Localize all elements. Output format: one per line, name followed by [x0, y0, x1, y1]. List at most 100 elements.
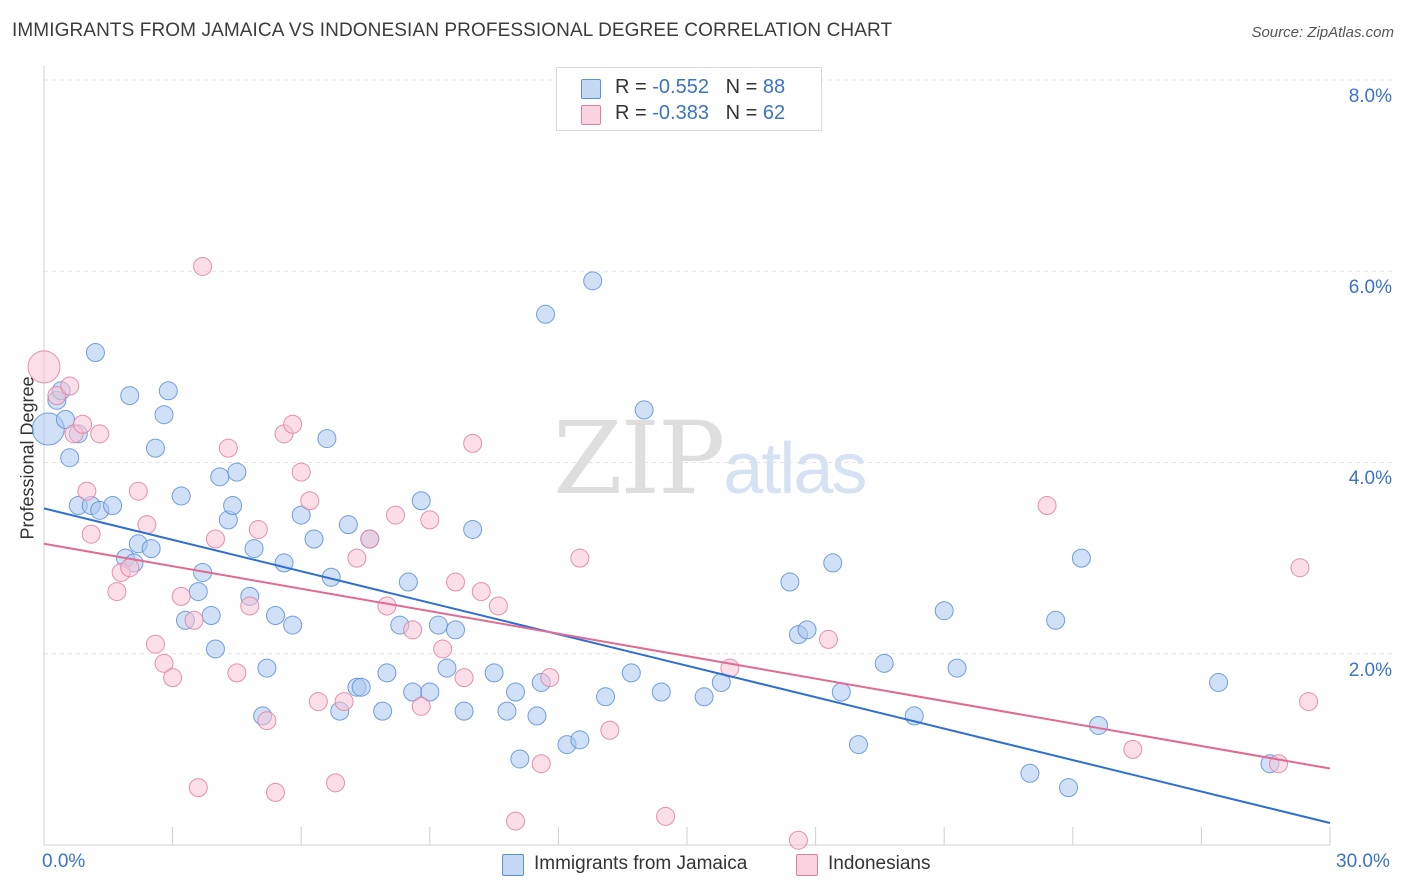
- point-indonesians-23: [240, 596, 260, 616]
- point-indonesians-55: [818, 629, 838, 649]
- point-indonesians-52: [656, 806, 676, 826]
- point-jamaica-69: [634, 400, 654, 420]
- point-jamaica-32: [257, 658, 277, 678]
- point-jamaica-73: [780, 572, 800, 592]
- point-indonesians-4: [73, 414, 93, 434]
- point-jamaica-23: [201, 606, 221, 625]
- point-indonesians-60: [1290, 558, 1310, 578]
- point-jamaica-46: [377, 663, 397, 683]
- point-indonesians-22: [227, 663, 247, 683]
- point-jamaica-81: [934, 601, 954, 621]
- point-indonesians-28: [283, 414, 303, 434]
- point-jamaica-24: [205, 639, 225, 659]
- point-indonesians-5: [77, 481, 97, 501]
- point-jamaica-41: [338, 515, 358, 535]
- trendline-indonesians: [43, 542, 1331, 770]
- point-jamaica-88: [1209, 672, 1229, 692]
- bottom-legend-label-indonesians: Indonesians: [828, 853, 931, 874]
- point-indonesians-19: [193, 256, 213, 276]
- point-jamaica-55: [454, 701, 474, 721]
- point-jamaica-28: [227, 462, 247, 482]
- point-indonesians-49: [540, 668, 560, 688]
- point-jamaica-33: [265, 606, 285, 625]
- point-indonesians-48: [531, 754, 551, 774]
- point-jamaica-12: [120, 386, 140, 406]
- point-jamaica-52: [428, 615, 448, 635]
- watermark: ZIPatlas: [553, 400, 867, 517]
- point-indonesians-16: [171, 586, 191, 606]
- point-indonesians-25: [257, 711, 277, 731]
- point-jamaica-79: [874, 653, 894, 673]
- point-indonesians-21: [218, 438, 238, 458]
- point-indonesians-13: [145, 634, 165, 654]
- point-indonesians-44: [463, 433, 483, 453]
- point-indonesians-12: [137, 515, 157, 535]
- bottom-legend-label-jamaica: Immigrants from Jamaica: [534, 853, 748, 874]
- y-tick-8: 8.0%: [1348, 86, 1392, 107]
- y-tick-2: 2.0%: [1348, 660, 1392, 681]
- point-jamaica-85: [1059, 778, 1079, 798]
- bottom-legend-swatch-jamaica: [502, 854, 524, 876]
- point-indonesians-14: [154, 653, 174, 673]
- point-jamaica-43: [351, 677, 371, 697]
- trendline-jamaica: [43, 507, 1331, 824]
- point-jamaica-19: [171, 486, 191, 506]
- point-indonesians-56: [1037, 496, 1057, 516]
- point-jamaica-71: [694, 687, 714, 707]
- legend-r-value: -0.383: [652, 102, 709, 124]
- point-indonesians-54: [788, 830, 808, 850]
- legend-n-value: 62: [762, 102, 786, 124]
- point-jamaica-68: [621, 663, 641, 683]
- point-indonesians-50: [570, 548, 590, 568]
- point-jamaica-36: [291, 505, 311, 525]
- point-jamaica-54: [446, 620, 466, 640]
- x-tick-min: 0.0%: [42, 851, 86, 872]
- watermark-zip: ZIP: [553, 400, 725, 517]
- point-jamaica-70: [651, 682, 671, 702]
- point-indonesians-34: [347, 548, 367, 568]
- point-indonesians-15: [163, 668, 183, 688]
- point-jamaica-84: [1046, 610, 1066, 630]
- point-indonesians-24: [248, 519, 268, 539]
- point-indonesians-11: [128, 481, 148, 501]
- point-indonesians-10: [120, 558, 140, 578]
- point-jamaica-38: [317, 429, 337, 449]
- x-tick-max: 30.0%: [1336, 851, 1390, 872]
- y-tick-6: 6.0%: [1348, 277, 1392, 298]
- point-jamaica-77: [831, 682, 851, 702]
- point-indonesians-51: [600, 720, 620, 740]
- point-indonesians-2: [60, 376, 80, 396]
- point-indonesians-31: [308, 692, 328, 712]
- point-indonesians-0: [27, 350, 61, 384]
- point-indonesians-41: [433, 639, 453, 659]
- point-jamaica-15: [141, 539, 161, 559]
- point-jamaica-17: [154, 405, 174, 425]
- point-indonesians-7: [90, 424, 110, 444]
- point-indonesians-33: [334, 692, 354, 712]
- point-jamaica-58: [497, 701, 517, 721]
- legend-swatch-jamaica: [581, 79, 601, 99]
- point-indonesians-57: [1123, 739, 1143, 759]
- point-jamaica-25: [210, 467, 230, 487]
- point-indonesians-59: [1299, 692, 1319, 712]
- point-jamaica-82: [947, 658, 967, 678]
- chart-title: IMMIGRANTS FROM JAMAICA VS INDONESIAN PR…: [12, 20, 893, 41]
- point-jamaica-78: [848, 735, 868, 755]
- y-tick-4: 4.0%: [1348, 468, 1392, 489]
- point-indonesians-6: [81, 524, 101, 544]
- point-indonesians-38: [403, 620, 423, 640]
- point-jamaica-56: [463, 519, 483, 539]
- point-indonesians-35: [360, 529, 380, 549]
- point-indonesians-46: [488, 596, 508, 616]
- point-indonesians-32: [325, 773, 345, 793]
- point-indonesians-42: [446, 572, 466, 592]
- legend-r-label: R =: [615, 76, 653, 98]
- point-indonesians-47: [506, 811, 526, 831]
- point-jamaica-67: [596, 687, 616, 707]
- point-jamaica-87: [1089, 715, 1109, 735]
- point-jamaica-48: [398, 572, 418, 592]
- point-indonesians-37: [386, 505, 406, 525]
- correlation-legend: R = -0.552 N = 88 R = -0.383 N = 62: [556, 67, 822, 131]
- point-jamaica-27: [223, 496, 243, 516]
- point-jamaica-18: [158, 381, 178, 401]
